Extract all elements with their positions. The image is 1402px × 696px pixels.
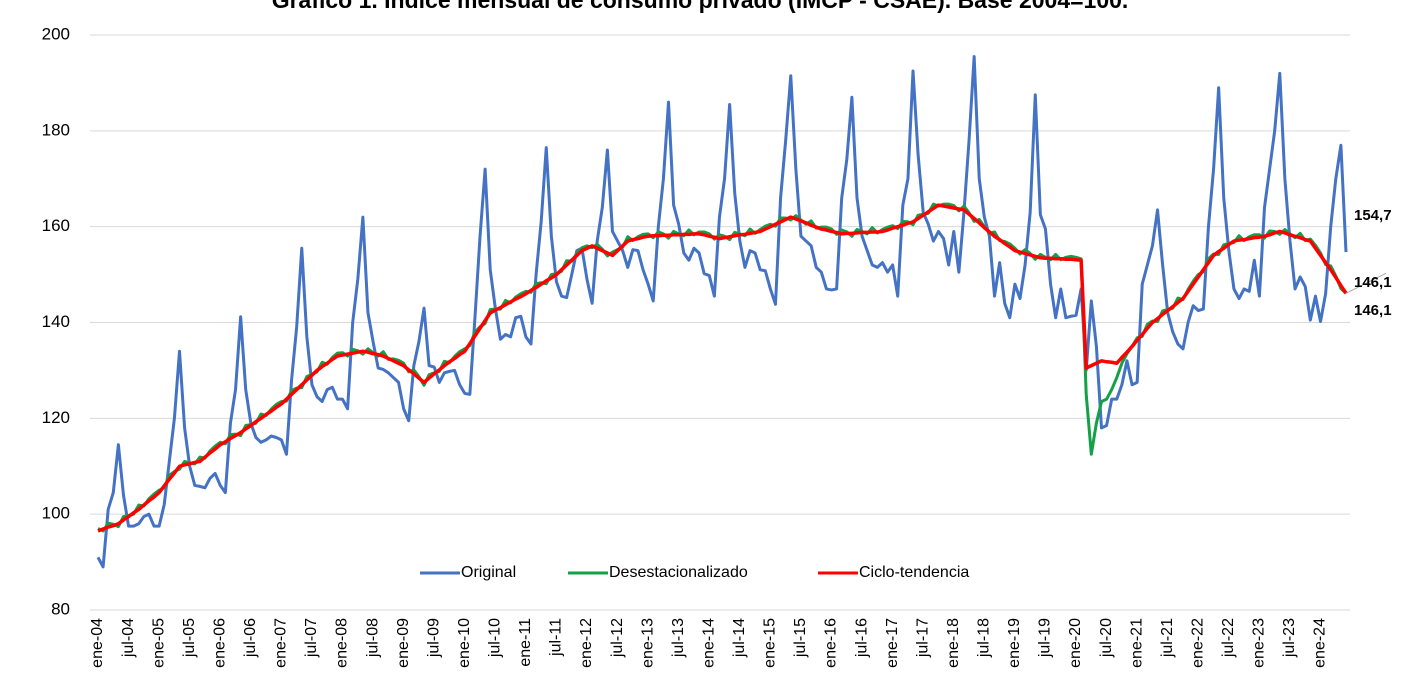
y-tick-label: 80	[51, 599, 70, 618]
x-tick-label: jul-20	[1098, 618, 1115, 658]
x-tick-label: jul-11	[548, 618, 565, 657]
x-tick-label: ene-14	[700, 618, 717, 668]
x-tick-label: jul-12	[609, 618, 626, 658]
series-line	[96, 55, 1348, 569]
chart-title: Gráfico 1. Índice mensual de consumo pri…	[272, 0, 1129, 13]
x-tick-label: ene-12	[578, 618, 595, 668]
x-tick-label: jul-16	[853, 618, 870, 658]
x-tick-label: jul-21	[1159, 618, 1176, 658]
x-tick-label: jul-15	[792, 618, 809, 658]
x-tick-label: ene-22	[1189, 618, 1206, 668]
legend-label: Ciclo-tendencia	[859, 564, 969, 581]
y-tick-label: 140	[42, 312, 70, 331]
x-tick-label: jul-05	[181, 618, 198, 658]
x-tick-label: jul-10	[487, 618, 504, 658]
x-tick-label: ene-08	[334, 618, 351, 668]
x-tick-label: ene-15	[762, 618, 779, 668]
x-tick-label: ene-20	[1067, 618, 1084, 668]
x-tick-label: jul-19	[1037, 618, 1054, 658]
leader-line	[1345, 272, 1387, 294]
x-tick-label: jul-23	[1281, 618, 1298, 658]
value-label: 146,1	[1354, 302, 1392, 319]
x-tick-label: jul-09	[425, 618, 442, 658]
x-tick-label: ene-19	[1006, 618, 1023, 668]
y-tick-label: 180	[42, 120, 70, 139]
x-tick-label: jul-08	[364, 618, 381, 658]
x-tick-label: ene-16	[823, 618, 840, 668]
y-tick-label: 160	[42, 216, 70, 235]
x-tick-label: ene-21	[1128, 618, 1145, 668]
x-tick-label: jul-17	[914, 618, 931, 658]
y-tick-label: 200	[42, 24, 70, 43]
x-tick-label: ene-05	[150, 618, 167, 668]
legend-label: Original	[461, 564, 516, 581]
legend-label: Desestacionalizado	[609, 564, 748, 581]
x-tick-label: ene-23	[1251, 618, 1268, 668]
value-label: 146,1	[1354, 274, 1392, 291]
x-tick-label: ene-06	[211, 618, 228, 668]
x-tick-label: ene-17	[884, 618, 901, 668]
x-tick-label: jul-18	[976, 618, 993, 658]
legend-item: Desestacionalizado	[568, 564, 748, 581]
x-tick-label: jul-13	[670, 618, 687, 658]
legend-item: Ciclo-tendencia	[818, 564, 969, 581]
y-tick-label: 100	[42, 504, 70, 523]
x-tick-label: jul-04	[120, 618, 137, 658]
x-tick-label: ene-24	[1312, 618, 1329, 668]
x-tick-label: jul-07	[303, 618, 320, 658]
y-tick-label: 120	[42, 408, 70, 427]
x-tick-label: jul-14	[731, 618, 748, 658]
x-tick-label: ene-07	[273, 618, 290, 668]
x-tick-label: ene-09	[395, 618, 412, 668]
legend-item: Original	[420, 564, 516, 581]
x-tick-label: ene-11	[517, 618, 534, 667]
x-tick-label: ene-10	[456, 618, 473, 668]
x-tick-label: ene-04	[89, 618, 106, 668]
series-line	[97, 202, 1348, 533]
x-tick-label: ene-13	[639, 618, 656, 668]
x-tick-label: jul-22	[1220, 618, 1237, 658]
x-tick-label: jul-06	[242, 618, 259, 658]
x-tick-label: ene-18	[945, 618, 962, 668]
series-line	[97, 203, 1348, 533]
value-label: 154,7	[1354, 207, 1392, 224]
